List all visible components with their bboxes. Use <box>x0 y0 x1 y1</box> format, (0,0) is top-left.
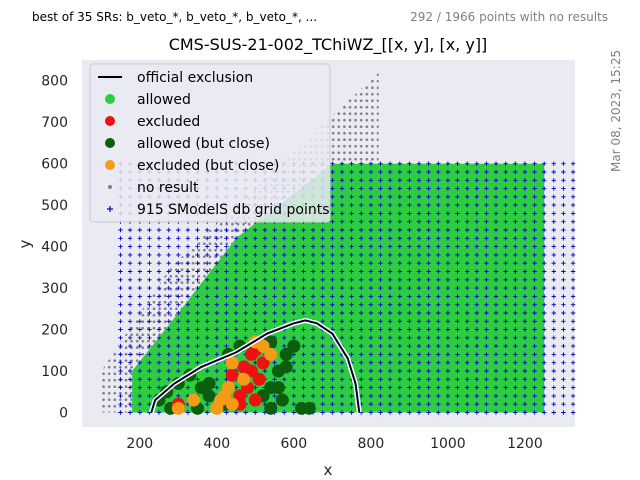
excluded-point <box>244 364 258 378</box>
legend-marker-circle <box>105 116 115 126</box>
legend-marker-circle <box>105 138 115 148</box>
x-tick-label: 1200 <box>507 436 543 452</box>
y-axis-label: y <box>16 239 34 248</box>
legend-entry-label: official exclusion <box>137 70 253 86</box>
legend-entry-label: allowed (but close) <box>137 136 270 152</box>
allowed-close-point <box>302 401 316 415</box>
y-tick-label: 400 <box>41 240 68 256</box>
exclusion-curve <box>150 319 361 413</box>
legend-marker-dot <box>108 185 112 189</box>
x-tick-label: 600 <box>280 436 307 452</box>
allowed-close-point <box>202 376 216 390</box>
excluded-close-point <box>221 381 235 395</box>
allowed-close-point <box>275 393 289 407</box>
x-tick-label: 400 <box>203 436 230 452</box>
y-tick-label: 0 <box>59 405 68 421</box>
selected-signal-regions-text: best of 35 SRs: b_veto_*, b_veto_*, b_ve… <box>32 10 318 24</box>
x-tick-label: 200 <box>126 436 153 452</box>
legend-entry-label: 915 SModelS db grid points <box>137 202 330 218</box>
excluded-close-point <box>225 397 239 411</box>
legend-entry-label: excluded (but close) <box>137 158 279 174</box>
allowed-close-point <box>202 389 216 403</box>
legend-marker-circle <box>105 160 115 170</box>
allowed-close-point <box>279 360 293 374</box>
x-axis-label: x <box>324 461 333 479</box>
excluded-point <box>256 356 270 370</box>
y-tick-label: 100 <box>41 364 68 380</box>
excluded-close-point <box>264 347 278 361</box>
y-tick-label: 500 <box>41 198 68 214</box>
legend-marker-plus <box>107 206 113 212</box>
x-tick-label: 800 <box>358 436 385 452</box>
excluded-point <box>248 393 262 407</box>
excluded-close-point <box>171 401 185 415</box>
chart-title: CMS-SUS-21-002_TChiWZ_[[x, y], [x, y]] <box>169 35 488 55</box>
allowed-close-point <box>279 347 293 361</box>
legend-marker-circle <box>105 94 115 104</box>
y-tick-label: 300 <box>41 281 68 297</box>
no-results-count-text: 292 / 1966 points with no results <box>410 10 608 24</box>
legend-entry-label: excluded <box>137 114 200 130</box>
excluded-close-point <box>237 372 251 386</box>
y-tick-label: 700 <box>41 115 68 131</box>
y-tick-label: 800 <box>41 74 68 90</box>
allowed-close-point <box>287 339 301 353</box>
allowed-close-point <box>264 401 278 415</box>
y-tick-label: 200 <box>41 323 68 339</box>
excluded-close-point <box>187 393 201 407</box>
legend-entry-label: no result <box>137 180 199 196</box>
excluded-close-point <box>225 356 239 370</box>
allowed-close-point <box>271 381 285 395</box>
legend: official exclusion allowed excluded allowed… <box>89 63 331 223</box>
legend-box <box>89 63 331 223</box>
excluded-point <box>225 368 239 382</box>
legend-entry-label: allowed <box>137 92 191 108</box>
x-tick-label: 1000 <box>430 436 466 452</box>
y-tick-label: 600 <box>41 157 68 173</box>
excluded-point <box>252 372 266 386</box>
excluded-close-point <box>256 339 270 353</box>
excluded-close-point <box>214 393 228 407</box>
